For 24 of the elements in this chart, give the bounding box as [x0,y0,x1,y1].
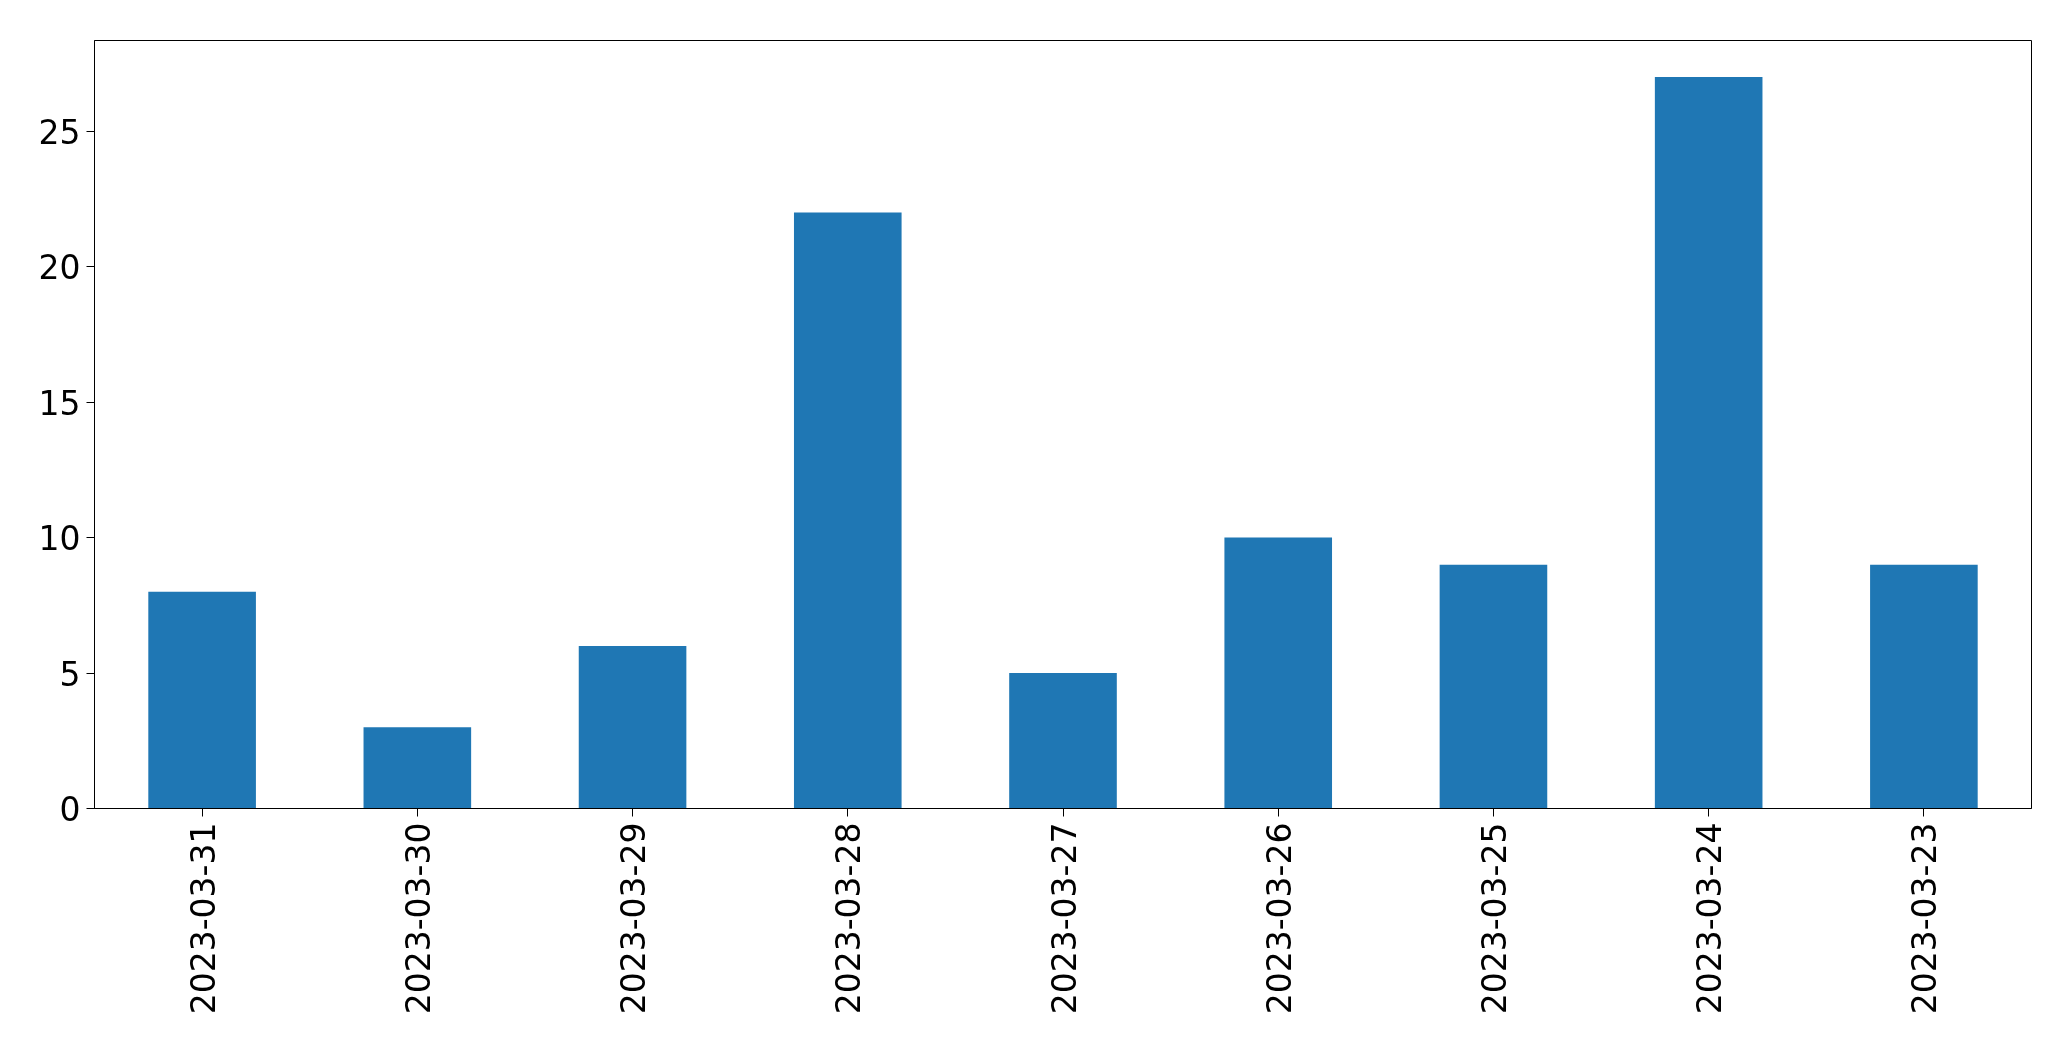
y-tick-label: 20 [38,248,81,288]
x-tick-label: 2023-03-29 [614,822,654,1015]
x-tick-label: 2023-03-28 [829,822,869,1015]
x-tick-label: 2023-03-24 [1690,822,1730,1015]
x-tick-label: 2023-03-26 [1259,822,1299,1015]
y-tick-label: 10 [38,519,81,559]
bar [578,645,687,809]
bar [1870,564,1978,809]
bar [1009,673,1117,809]
y-tick-label: 5 [59,654,81,694]
x-tick-label: 2023-03-27 [1044,822,1084,1015]
bar [148,591,256,809]
x-tick-label: 2023-03-31 [183,822,223,1015]
bar [1654,77,1763,809]
y-tick-label: 15 [38,383,81,423]
x-tick-label: 2023-03-25 [1474,822,1514,1015]
y-tick-label: 25 [38,112,81,152]
bar [1224,537,1333,809]
bar [1439,564,1548,809]
bar [363,727,472,809]
y-tick-label: 0 [59,790,81,829]
x-tick-label: 2023-03-23 [1905,822,1945,1015]
x-tick-label: 2023-03-30 [398,822,438,1015]
bar [793,212,902,809]
